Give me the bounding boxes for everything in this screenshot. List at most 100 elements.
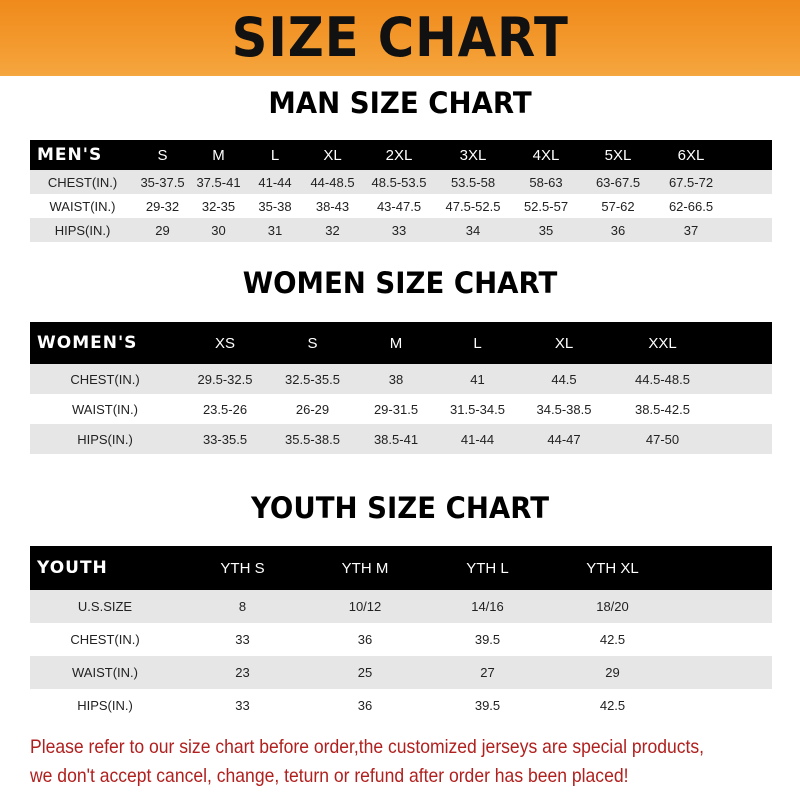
table-cell: 41-44 (258, 174, 292, 190)
table-cell: 14/16 (471, 599, 504, 614)
table-cell: 38 (388, 371, 404, 387)
table-cell: 39.5 (474, 632, 501, 647)
table-cell: 47-50 (645, 431, 680, 447)
table-cell: 33-35.5 (202, 431, 248, 447)
table-cell: 38-43 (315, 198, 350, 214)
table-cell: 41 (470, 371, 485, 387)
table-cell: 43-47.5 (376, 198, 422, 214)
table-cell: YTH XL (586, 559, 639, 577)
table-cell: 30 (211, 222, 226, 238)
row-label: MEN'S (37, 145, 103, 165)
row-label: HIPS(IN.) (77, 698, 133, 713)
table-cell: 23.5-26 (202, 401, 248, 417)
table-row: HIPS(IN.) 33-35.5 35.5-38.5 38.5-41 41-44 44-… (30, 424, 772, 454)
table-cell: 5XL (604, 146, 632, 164)
table-cell: 33 (391, 222, 407, 238)
table-cell: 39.5 (474, 698, 501, 713)
table-cell: 18/20 (596, 599, 629, 614)
table-cell: 31.5-34.5 (450, 401, 505, 417)
row-label: WAIST(IN.) (72, 401, 138, 417)
table-cell: 8 (238, 599, 247, 614)
table-cell: 35-38 (258, 198, 292, 214)
table-cell: XL (323, 146, 342, 164)
table-cell: L (270, 146, 280, 164)
table-cell: 52.5-57 (523, 198, 569, 214)
table-row: CHEST(IN.) 33 36 39.5 42.5 (30, 623, 772, 656)
table-cell: YTH M (341, 559, 389, 577)
women-section-title: WOMEN SIZE CHART (242, 266, 558, 300)
table-cell: 57-62 (601, 198, 635, 214)
row-label: HIPS(IN.) (77, 431, 133, 447)
table-cell: 29.5-32.5 (197, 371, 253, 387)
order-notice-line-2: we don't accept cancel, change, teturn o… (30, 765, 629, 787)
table-cell: 36 (610, 222, 626, 238)
table-cell: 42.5 (599, 632, 626, 647)
table-cell: 44.5 (551, 371, 577, 387)
table-cell: 44.5-48.5 (635, 371, 690, 387)
table-cell: 10/12 (348, 599, 382, 614)
table-row: CHEST(IN.) 29.5-32.5 32.5-35.5 38 41 44.5 44.5… (30, 364, 772, 394)
table-cell: 23 (235, 665, 250, 680)
table-cell: 29 (605, 665, 620, 680)
row-label: WOMEN'S (37, 333, 138, 353)
table-cell: 4XL (532, 146, 560, 164)
table-cell: 33 (235, 698, 250, 713)
table-cell: 27 (480, 665, 495, 680)
table-cell: 6XL (677, 146, 705, 164)
table-cell: 38.5-42.5 (635, 401, 690, 417)
table-cell: 67.5-72 (668, 174, 714, 190)
men-section-title: MAN SIZE CHART (268, 86, 532, 120)
table-cell: 36 (357, 698, 373, 713)
table-cell: 32-35 (201, 198, 236, 214)
table-header-row: YOUTH YTH S YTH M YTH L YTH XL (30, 546, 772, 590)
table-cell: 36 (357, 632, 373, 647)
size-chart-banner: SIZE CHART (0, 0, 800, 76)
row-label: CHEST(IN.) (70, 632, 140, 647)
table-cell: 42.5 (599, 698, 626, 713)
table-cell: 29-31.5 (373, 401, 419, 417)
table-row: WAIST(IN.) 23.5-26 26-29 29-31.5 31.5-34.5 34… (30, 394, 772, 424)
men-size-table: MEN'S S M L XL 2XL 3XL 4XL 5XL 6XL CHEST(IN.) 35-37… (30, 140, 772, 242)
row-label: U.S.SIZE (77, 599, 133, 614)
table-row: HIPS(IN.) 29 30 31 32 33 34 35 36 37 (30, 218, 772, 242)
row-label: CHEST(IN.) (47, 174, 118, 190)
table-cell: 35-37.5 (140, 174, 185, 190)
table-cell: 33 (235, 632, 250, 647)
table-header-row: MEN'S S M L XL 2XL 3XL 4XL 5XL 6XL (30, 140, 772, 170)
table-cell: 47.5-52.5 (445, 198, 501, 214)
table-cell: L (473, 334, 482, 352)
table-cell: M (212, 146, 225, 164)
table-cell: 34 (465, 222, 481, 238)
row-label: YOUTH (37, 558, 108, 578)
youth-size-table: YOUTH YTH S YTH M YTH L YTH XL U.S.SIZE 8 10/12… (30, 546, 772, 722)
table-cell: 48.5-53.5 (371, 174, 427, 190)
row-label: WAIST(IN.) (72, 665, 138, 680)
table-cell: 2XL (385, 146, 413, 164)
table-cell: 63-67.5 (595, 174, 641, 190)
table-cell: 35.5-38.5 (285, 431, 340, 447)
table-row: HIPS(IN.) 33 36 39.5 42.5 (30, 689, 772, 722)
table-cell: 41-44 (460, 431, 495, 447)
table-cell: 37 (683, 222, 699, 238)
table-cell: 35 (538, 222, 554, 238)
table-cell: 44-48.5 (310, 174, 355, 190)
banner-title: SIZE CHART (231, 6, 569, 69)
youth-section-title: YOUTH SIZE CHART (250, 491, 550, 525)
table-cell: S (307, 334, 318, 352)
table-cell: 34.5-38.5 (536, 401, 592, 417)
table-cell: XXL (648, 334, 677, 352)
table-cell: 3XL (459, 146, 487, 164)
table-cell: 37.5-41 (196, 174, 241, 190)
order-notice-line-1: Please refer to our size chart before or… (30, 736, 705, 758)
table-cell: 32 (325, 222, 340, 238)
table-cell: 31 (267, 222, 283, 238)
row-label: CHEST(IN.) (70, 371, 140, 387)
table-cell: YTH L (466, 559, 509, 577)
table-cell: XS (214, 334, 235, 352)
table-row: WAIST(IN.) 23 25 27 29 (30, 656, 772, 689)
table-row: WAIST(IN.) 29-32 32-35 35-38 38-43 43-47.5 47.… (30, 194, 772, 218)
table-cell: S (157, 146, 168, 164)
women-size-table: WOMEN'S XS S M L XL XXL CHEST(IN.) 29.5-32.5 32.5… (30, 322, 772, 454)
table-cell: 44-47 (547, 431, 581, 447)
table-cell: 62-66.5 (668, 198, 714, 214)
